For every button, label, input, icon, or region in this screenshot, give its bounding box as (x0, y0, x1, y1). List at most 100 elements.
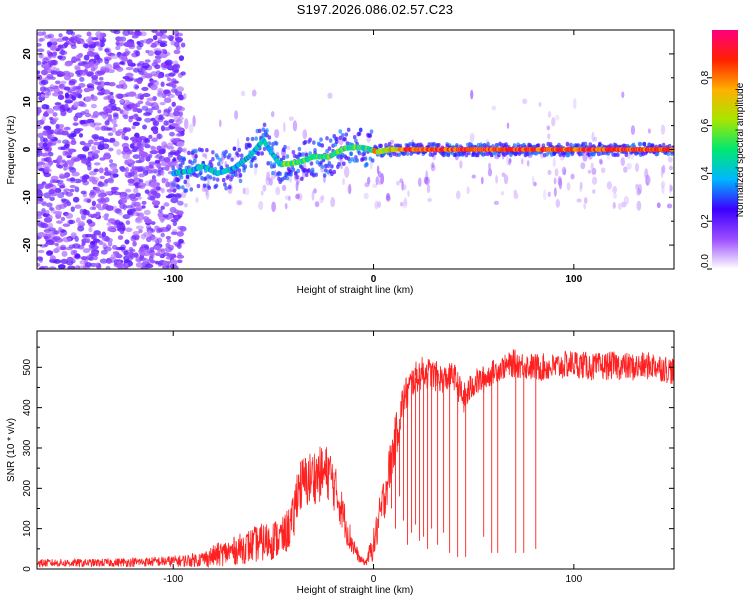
noise-point (108, 159, 114, 164)
noise-point (64, 150, 69, 155)
noise-point (39, 265, 45, 269)
noise-point (167, 152, 173, 158)
noise-point (491, 105, 497, 111)
noise-point (70, 140, 77, 146)
ridge-halo (343, 137, 347, 142)
ridge-halo (475, 152, 480, 158)
noise-point (218, 119, 222, 128)
noise-point (173, 107, 180, 113)
noise-point (636, 188, 641, 196)
ridge-halo (308, 151, 313, 156)
noise-point (66, 237, 72, 243)
ridge-halo (467, 150, 471, 156)
noise-point (151, 42, 157, 47)
noise-point (118, 211, 123, 216)
ridge-halo (243, 164, 248, 169)
ridge-halo (569, 142, 573, 148)
noise-point (93, 255, 98, 261)
noise-point (46, 91, 52, 96)
noise-point (121, 225, 126, 232)
noise-point (139, 182, 144, 186)
noise-point (266, 171, 271, 182)
noise-point (563, 168, 567, 176)
noise-point (234, 110, 239, 120)
noise-point (66, 159, 73, 165)
noise-point (238, 200, 243, 206)
ridge-halo (262, 146, 267, 152)
noise-point (104, 120, 110, 126)
noise-point (157, 149, 165, 155)
noise-point (521, 158, 524, 165)
ridge-halo (217, 161, 221, 167)
noise-point (543, 189, 547, 201)
snr-series-line (37, 349, 674, 569)
ridge-halo (368, 133, 373, 138)
noise-point (202, 153, 206, 158)
noise-point (76, 54, 83, 59)
ridge-halo (307, 168, 311, 173)
snr-plot: -100 0 100 0 100 200 300 400 500 Height of strai… (6, 330, 675, 596)
ridge-halo (261, 127, 266, 132)
ridge-halo (177, 185, 182, 190)
ridge-halo (267, 135, 272, 140)
noise-point (506, 122, 510, 129)
noise-point (39, 37, 46, 42)
noise-point (123, 265, 128, 269)
noise-point (107, 218, 115, 224)
y-tick-label: 300 (22, 439, 33, 456)
noise-point (123, 103, 128, 110)
noise-point (111, 244, 118, 250)
noise-point (132, 67, 140, 73)
noise-point (98, 200, 107, 205)
noise-point (131, 136, 138, 141)
noise-point (151, 30, 158, 34)
noise-point (148, 164, 154, 169)
noise-point (101, 111, 108, 115)
noise-point (42, 142, 48, 147)
ridge-halo (257, 128, 262, 134)
noise-point (159, 42, 168, 48)
noise-point (43, 236, 49, 240)
noise-point (63, 203, 68, 208)
noise-point (174, 194, 182, 199)
noise-point (128, 171, 135, 177)
colorbar-ticks: 0.0 0.2 0.4 0.6 0.8 (700, 70, 712, 270)
noise-point (620, 157, 626, 167)
noise-point (149, 169, 154, 174)
noise-point (69, 177, 76, 182)
noise-point (111, 126, 117, 133)
noise-point (144, 144, 151, 149)
noise-point (503, 174, 509, 185)
noise-point (37, 232, 46, 237)
noise-point (119, 193, 127, 200)
noise-point (131, 114, 140, 120)
noise-point (37, 249, 45, 254)
noise-point (79, 69, 88, 76)
ridge-halo (397, 152, 401, 157)
noise-point (593, 136, 597, 142)
noise-point (56, 220, 63, 224)
noise-point (147, 50, 155, 57)
noise-point (58, 33, 63, 38)
noise-point (64, 99, 73, 104)
noise-point (288, 176, 293, 183)
noise-point (157, 92, 166, 98)
noise-point (167, 161, 174, 168)
noise-point (44, 156, 52, 163)
noise-point (380, 172, 385, 185)
noise-point (41, 103, 49, 110)
noise-point (94, 149, 101, 154)
ridge-halo (303, 139, 308, 145)
noise-point (44, 230, 54, 237)
noise-point (105, 50, 112, 56)
noise-point (37, 256, 43, 261)
noise-point (43, 67, 53, 74)
noise-point (552, 157, 556, 168)
ridge-halo (565, 141, 570, 147)
spectrogram-ylabel: Frequency (Hz) (6, 116, 17, 185)
noise-point (102, 138, 110, 143)
noise-point (57, 55, 63, 60)
noise-point (107, 68, 115, 74)
colorbar-label: Normalized spectral amplitude (735, 82, 746, 217)
noise-point (157, 73, 162, 79)
